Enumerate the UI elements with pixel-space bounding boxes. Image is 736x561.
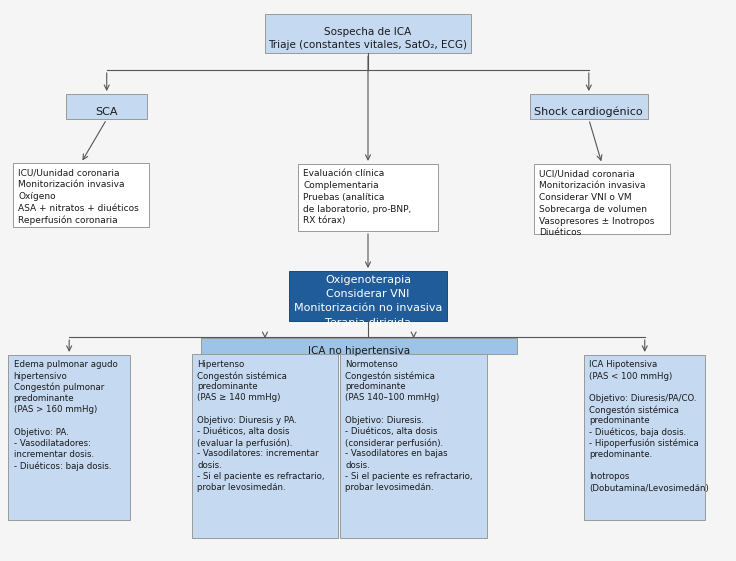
Text: hipertensivo: hipertensivo bbox=[13, 371, 68, 380]
Text: predominante.: predominante. bbox=[589, 450, 652, 459]
FancyBboxPatch shape bbox=[289, 271, 447, 321]
Text: ASA + nitratos + diuéticos: ASA + nitratos + diuéticos bbox=[18, 204, 139, 213]
Text: Objetivo: Diuresis y PA.: Objetivo: Diuresis y PA. bbox=[197, 416, 297, 425]
Text: Oxígeno: Oxígeno bbox=[18, 192, 56, 201]
Text: incrementar dosis.: incrementar dosis. bbox=[13, 450, 93, 459]
Text: Objetivo: Diuresis.: Objetivo: Diuresis. bbox=[345, 416, 424, 425]
Text: Congestón sistémica: Congestón sistémica bbox=[589, 405, 679, 415]
Text: dosis.: dosis. bbox=[345, 461, 370, 470]
Text: ICU/Uunidad coronaria: ICU/Uunidad coronaria bbox=[18, 168, 119, 178]
Text: - Diuéticos, baja dosis.: - Diuéticos, baja dosis. bbox=[589, 427, 687, 437]
Text: (considerar perfusión).: (considerar perfusión). bbox=[345, 438, 443, 448]
FancyBboxPatch shape bbox=[265, 14, 471, 53]
Text: Hipertenso: Hipertenso bbox=[197, 360, 244, 369]
FancyBboxPatch shape bbox=[201, 338, 517, 354]
Text: Monitorización invasiva: Monitorización invasiva bbox=[539, 181, 645, 190]
FancyBboxPatch shape bbox=[192, 355, 338, 537]
Text: (PAS 140–100 mmHg): (PAS 140–100 mmHg) bbox=[345, 393, 439, 402]
Text: Congestón sistémica: Congestón sistémica bbox=[345, 371, 435, 380]
Text: - Si el paciente es refractario,: - Si el paciente es refractario, bbox=[345, 472, 473, 481]
Text: Objetivo: Diuresis/PA/CO.: Objetivo: Diuresis/PA/CO. bbox=[589, 394, 697, 403]
Text: - Diuéticos, alta dosis: - Diuéticos, alta dosis bbox=[345, 427, 438, 436]
FancyBboxPatch shape bbox=[584, 355, 705, 521]
FancyBboxPatch shape bbox=[8, 355, 130, 521]
Text: RX tórax): RX tórax) bbox=[303, 217, 346, 226]
Text: Shock cardiogénico: Shock cardiogénico bbox=[534, 107, 643, 117]
FancyBboxPatch shape bbox=[340, 355, 487, 537]
Text: Edema pulmonar agudo: Edema pulmonar agudo bbox=[13, 361, 117, 370]
Text: Pruebas (analítica: Pruebas (analítica bbox=[303, 193, 385, 202]
Text: - Diuéticos: baja dosis.: - Diuéticos: baja dosis. bbox=[13, 461, 111, 471]
Text: ICA Hipotensiva: ICA Hipotensiva bbox=[589, 361, 657, 370]
Text: (PAS < 100 mmHg): (PAS < 100 mmHg) bbox=[589, 371, 673, 380]
Text: Considerar VNI: Considerar VNI bbox=[326, 289, 410, 299]
Text: Oxigenoterapia: Oxigenoterapia bbox=[325, 274, 411, 284]
Text: probar levosimedán.: probar levosimedán. bbox=[197, 483, 286, 492]
Text: - Vasodilatadores:: - Vasodilatadores: bbox=[13, 439, 91, 448]
Text: Vasopresores ± Inotropos: Vasopresores ± Inotropos bbox=[539, 217, 654, 226]
Text: UCI/Unidad coronaria: UCI/Unidad coronaria bbox=[539, 169, 635, 179]
Text: predominante: predominante bbox=[197, 382, 258, 391]
Text: Terapia dirigida: Terapia dirigida bbox=[325, 318, 411, 328]
Text: Monitorización invasiva: Monitorización invasiva bbox=[18, 180, 124, 189]
Text: Considerar VNI o VM: Considerar VNI o VM bbox=[539, 193, 631, 202]
Text: Congestón pulmonar: Congestón pulmonar bbox=[13, 383, 104, 392]
Text: (PAS ≥ 140 mmHg): (PAS ≥ 140 mmHg) bbox=[197, 393, 280, 402]
Text: ICA no hipertensiva: ICA no hipertensiva bbox=[308, 346, 410, 356]
Text: (evaluar la perfusión).: (evaluar la perfusión). bbox=[197, 438, 293, 448]
Text: Objetivo: PA.: Objetivo: PA. bbox=[13, 427, 68, 436]
Text: predominante: predominante bbox=[589, 416, 650, 425]
Text: Congestón sistémica: Congestón sistémica bbox=[197, 371, 287, 380]
Text: - Hipoperfusión sistémica: - Hipoperfusión sistémica bbox=[589, 439, 699, 448]
Text: Diuéticos: Diuéticos bbox=[539, 228, 581, 237]
Text: - Si el paciente es refractario,: - Si el paciente es refractario, bbox=[197, 472, 325, 481]
Text: Sospecha de ICA: Sospecha de ICA bbox=[325, 27, 411, 37]
Text: dosis.: dosis. bbox=[197, 461, 222, 470]
Text: Reperfusión coronaria: Reperfusión coronaria bbox=[18, 215, 118, 225]
Text: Normotenso: Normotenso bbox=[345, 360, 398, 369]
Text: SCA: SCA bbox=[96, 107, 118, 117]
FancyBboxPatch shape bbox=[298, 164, 438, 231]
Text: Sobrecarga de volumen: Sobrecarga de volumen bbox=[539, 205, 647, 214]
Text: predominante: predominante bbox=[13, 394, 74, 403]
Text: Complementaria: Complementaria bbox=[303, 181, 379, 190]
Text: Inotropos: Inotropos bbox=[589, 472, 629, 481]
Text: predominante: predominante bbox=[345, 382, 406, 391]
Text: Evaluación clínica: Evaluación clínica bbox=[303, 169, 384, 178]
Text: - Diuéticos, alta dosis: - Diuéticos, alta dosis bbox=[197, 427, 290, 436]
Text: Monitorización no invasiva: Monitorización no invasiva bbox=[294, 304, 442, 314]
FancyBboxPatch shape bbox=[13, 163, 149, 228]
Text: (PAS > 160 mmHg): (PAS > 160 mmHg) bbox=[13, 405, 97, 414]
Text: Triaje (constantes vitales, SatO₂, ECG): Triaje (constantes vitales, SatO₂, ECG) bbox=[269, 40, 467, 50]
FancyBboxPatch shape bbox=[530, 94, 648, 119]
Text: (Dobutamina/Levosimedán): (Dobutamina/Levosimedán) bbox=[589, 484, 709, 493]
Text: - Vasodilatores en bajas: - Vasodilatores en bajas bbox=[345, 449, 447, 458]
FancyBboxPatch shape bbox=[66, 94, 147, 119]
Text: probar levosimedán.: probar levosimedán. bbox=[345, 483, 434, 492]
FancyBboxPatch shape bbox=[534, 164, 670, 234]
Text: - Vasodilatores: incrementar: - Vasodilatores: incrementar bbox=[197, 449, 319, 458]
Text: de laboratorio, pro-BNP,: de laboratorio, pro-BNP, bbox=[303, 205, 411, 214]
